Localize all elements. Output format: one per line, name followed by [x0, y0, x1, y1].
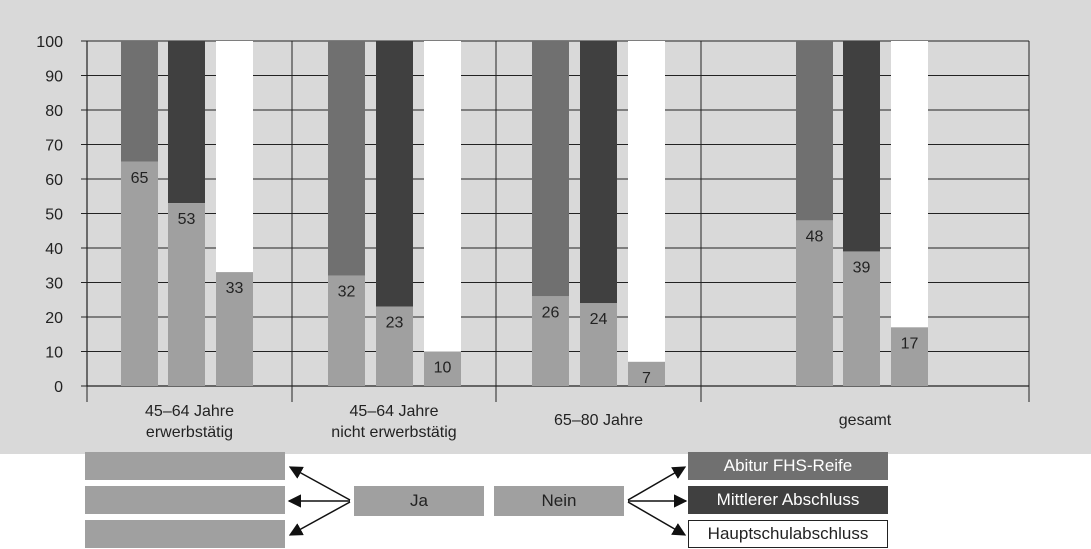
arrow-ja-top [290, 467, 350, 500]
arrow-nein-bottom [628, 502, 685, 535]
arrow-ja-bottom [290, 502, 350, 535]
arrow-nein-top [628, 467, 685, 500]
